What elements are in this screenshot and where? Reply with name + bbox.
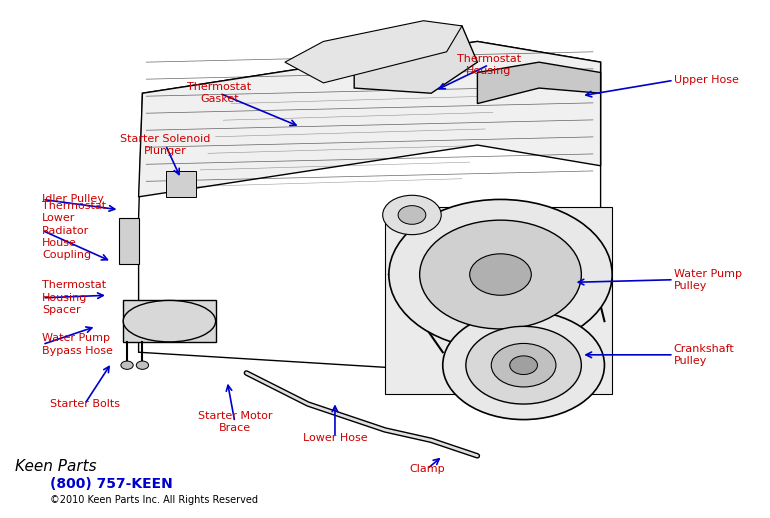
Text: Starter Solenoid
Plunger: Starter Solenoid Plunger [120,134,211,156]
Text: ©2010 Keen Parts Inc. All Rights Reserved: ©2010 Keen Parts Inc. All Rights Reserve… [50,495,258,505]
Text: Thermostat
Housing
Spacer: Thermostat Housing Spacer [42,280,106,315]
Text: Keen Parts: Keen Parts [15,459,97,473]
Circle shape [136,361,149,369]
Circle shape [398,206,426,224]
Ellipse shape [123,300,216,342]
Circle shape [470,254,531,295]
Circle shape [466,326,581,404]
Circle shape [121,361,133,369]
Bar [119,218,139,264]
Text: Idler Pulley: Idler Pulley [42,194,104,205]
Bar [166,171,196,197]
Text: Upper Hose: Upper Hose [674,75,738,85]
Text: (800) 757-KEEN: (800) 757-KEEN [50,477,172,492]
Text: Water Pump
Pulley: Water Pump Pulley [674,268,742,291]
Text: Water Pump
Bypass Hose: Water Pump Bypass Hose [42,333,113,356]
Bar [123,300,216,342]
Polygon shape [285,21,462,83]
Circle shape [443,311,604,420]
Circle shape [389,199,612,350]
Circle shape [420,220,581,329]
Circle shape [383,195,441,235]
Text: Starter Motor
Brace: Starter Motor Brace [198,411,272,434]
Polygon shape [354,26,477,93]
Polygon shape [477,62,601,104]
Text: Thermostat
Gasket: Thermostat Gasket [187,82,252,105]
Text: Thermostat
Lower
Radiator
House
Coupling: Thermostat Lower Radiator House Coupling [42,200,106,261]
Text: Thermostat
Housing: Thermostat Housing [457,53,521,76]
Text: Starter Bolts: Starter Bolts [50,399,119,409]
Bar [385,207,612,394]
Circle shape [510,356,537,375]
Text: Clamp: Clamp [410,464,445,474]
Polygon shape [139,41,601,197]
Text: Crankshaft
Pulley: Crankshaft Pulley [674,343,735,366]
Text: Lower Hose: Lower Hose [303,433,367,443]
Circle shape [491,343,556,387]
